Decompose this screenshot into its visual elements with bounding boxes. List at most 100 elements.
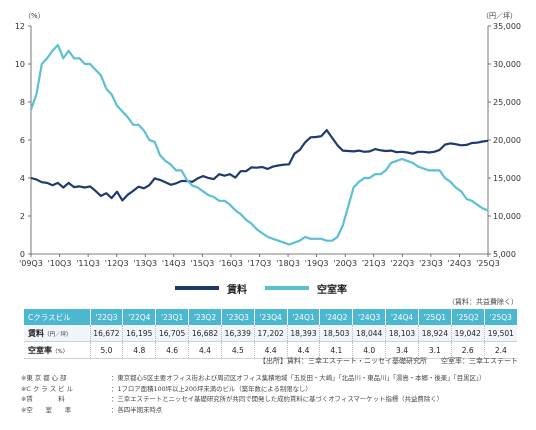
footnote-key: ※賃 料	[21, 395, 65, 404]
x-tick-label: '24Q3	[448, 259, 472, 268]
footnotes: ※東 京 都 心 部 ：東京都心5区主要オフィス街および周辺区オフィス集積地域「五…	[21, 373, 521, 415]
x-tick-label: '22Q3	[390, 259, 414, 268]
table-cell: 18,924	[418, 325, 452, 342]
row-label-vacancy: 空室率（%）	[24, 341, 91, 359]
x-tick-label: '09Q3	[19, 259, 43, 268]
right-tick-label: 10,000	[493, 212, 521, 221]
table-row-rent: 賃料（円／坪） 16,672 16,195 16,705 16,682 16,339 17…	[24, 325, 517, 342]
x-tick-label: '17Q3	[248, 259, 272, 268]
table-cell: 4.8	[122, 341, 157, 359]
table-cell: 5.0	[90, 341, 124, 359]
table-cell: 19,042	[451, 325, 485, 342]
x-tick-label: '25Q3	[476, 259, 500, 268]
x-tick-label: '10Q3	[48, 259, 72, 268]
series-line-rent	[30, 129, 489, 202]
left-axis-unit: （%）	[24, 12, 45, 20]
rent-note: （賃料：共益費除く）	[448, 298, 518, 306]
left-tick-label: 12	[15, 22, 25, 31]
column-header: '23Q2	[188, 309, 222, 325]
left-tick-label: 6	[20, 136, 25, 145]
x-tick-label: '20Q3	[333, 259, 357, 268]
table-cell: 4.4	[287, 341, 321, 359]
legend-swatch-rent	[175, 286, 219, 290]
row-label-vacancy-text: 空室率	[28, 345, 52, 355]
left-tick-label: 8	[20, 98, 25, 107]
row-label-rent-text: 賃料	[28, 328, 44, 338]
table-cell: 4.4	[188, 341, 222, 359]
right-tick-label: 30,000	[493, 60, 521, 69]
table-cell: 16,672	[90, 325, 124, 342]
column-header: '23Q3	[221, 309, 255, 325]
right-axis-unit: （円／坪）	[482, 12, 517, 20]
footnote-text: ：各四半期末時点	[111, 405, 163, 414]
table-cell: 18,503	[319, 325, 354, 342]
table-cell: 4.6	[155, 341, 190, 359]
footnote-text: ：三幸エステートとニッセイ基礎研究所が共同で開発した成約賃料に基づくオフィスマー…	[111, 395, 443, 404]
column-header: '25Q1	[418, 309, 452, 325]
line-chart: 0 2 4 6 8 10 12 5,000 10,000 15,000 20,000 25,000 30…	[15, 12, 521, 268]
tick-labels: 0 2 4 6 8 10 12 5,000 10,000 15,000 20,000 25,000 30…	[15, 22, 521, 268]
series-line-vacancy	[29, 43, 489, 246]
table-cell: 4.5	[221, 341, 255, 359]
table-cell: 19,501	[484, 325, 517, 342]
column-header: '24Q4	[385, 309, 419, 325]
right-tick-label: 15,000	[493, 174, 521, 183]
footnote: ※東 京 都 心 部 ：東京都心5区主要オフィス街および周辺区オフィス集積地域「五…	[21, 373, 521, 384]
x-tick-label: '14Q3	[162, 259, 186, 268]
table-cell: 2.6	[451, 341, 485, 359]
footnote-text: ：東京都心5区主要オフィス街および周辺区オフィス集積地域「五反田・大崎」「北品川…	[111, 374, 486, 382]
table-cell: 3.4	[385, 341, 419, 359]
table-cell: 4.4	[254, 341, 288, 359]
footnote-text: ：1フロア面積100坪以上200坪未満のビル（築年数による制限なし）	[111, 384, 312, 393]
table-cell: 2.4	[484, 341, 517, 359]
x-tick-label: '11Q3	[76, 259, 100, 268]
table-cell: 18,103	[385, 325, 419, 342]
source-note: 【出所】賃料：三幸エステート・ニッセイ基礎研究所 空室率：三幸エステート	[259, 357, 518, 365]
row-label-rent: 賃料（円／坪）	[24, 325, 91, 342]
legend-item-vacancy: 空室率	[265, 280, 347, 296]
x-tick-label: '16Q3	[219, 259, 243, 268]
column-header: '24Q2	[319, 309, 354, 325]
legend-label-vacancy: 空室率	[317, 284, 347, 296]
data-table: Cクラスビル '22Q3'22Q4'23Q1'23Q2'23Q3'23Q4'24…	[24, 309, 517, 359]
right-tick-label: 20,000	[493, 136, 521, 145]
left-tick-label: 2	[20, 212, 25, 221]
table-header-row: Cクラスビル '22Q3'22Q4'23Q1'23Q2'23Q3'23Q4'24…	[24, 309, 517, 325]
table-cell: 18,044	[352, 325, 387, 342]
table-cell: 4.1	[319, 341, 354, 359]
footnote: ※空 室 率 ：各四半期末時点	[21, 405, 521, 416]
x-tick-label: '19Q3	[305, 259, 329, 268]
left-tick-label: 10	[15, 60, 25, 69]
row-unit-rent: （円／坪）	[44, 331, 72, 338]
legend-item-rent: 賃料	[175, 280, 247, 296]
series-lines	[29, 43, 489, 246]
x-tick-label: '18Q3	[276, 259, 300, 268]
column-header: '23Q4	[254, 309, 288, 325]
legend-label-rent: 賃料	[227, 284, 247, 296]
footnote-key: ※空 室 率	[21, 405, 72, 414]
column-header: '24Q3	[352, 309, 387, 325]
x-tick-label: '15Q3	[190, 259, 214, 268]
column-header: '22Q3	[90, 309, 124, 325]
table-cell: 16,339	[221, 325, 255, 342]
right-tick-label: 25,000	[493, 98, 521, 107]
table-cell: 16,705	[155, 325, 190, 342]
x-tick-label: '23Q3	[419, 259, 443, 268]
footnote-key: ※東 京 都 心 部	[21, 374, 67, 382]
footnote: ※C ク ラ ス ビ ル ：1フロア面積100坪以上200坪未満のビル（築年数によ…	[21, 384, 521, 395]
column-header: '25Q3	[484, 309, 517, 325]
column-header: '24Q1	[287, 309, 321, 325]
x-tick-label: '12Q3	[105, 259, 129, 268]
table-cell: 3.1	[418, 341, 452, 359]
footnote: ※賃 料 ：三幸エステートとニッセイ基礎研究所が共同で開発した成約賃料に基づくオフ…	[21, 394, 521, 405]
table-cell: 18,393	[287, 325, 321, 342]
legend-swatch-vacancy	[265, 286, 309, 290]
table-cell: 4.0	[352, 341, 387, 359]
chart-axes	[28, 25, 491, 257]
x-tick-label: '21Q3	[362, 259, 386, 268]
x-tick-label: '13Q3	[133, 259, 157, 268]
right-tick-label: 35,000	[493, 22, 521, 31]
table-cell: 16,682	[188, 325, 222, 342]
table-cell: 16,195	[122, 325, 157, 342]
right-tick-label: 5,000	[493, 250, 516, 259]
